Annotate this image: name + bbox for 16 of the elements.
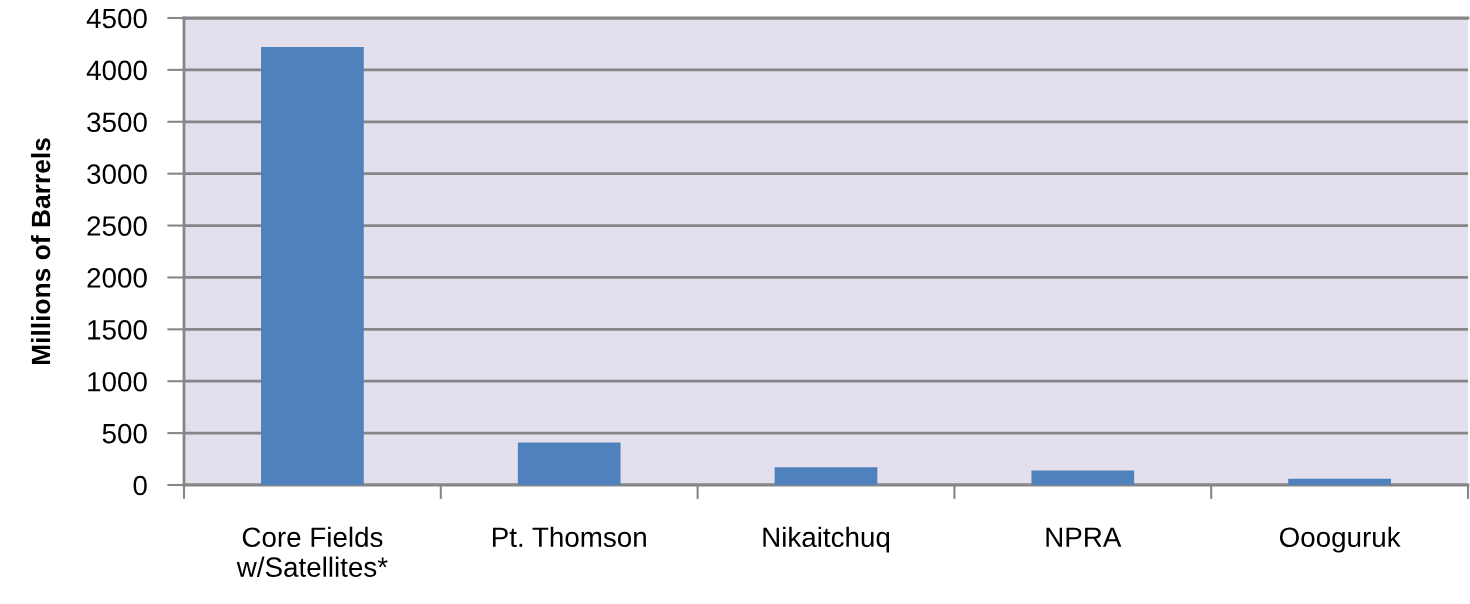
x-tick-label: Pt. Thomson [492, 526, 646, 548]
y-tick-label: 4000 [86, 60, 147, 81]
x-tick-label: Oooguruk [1279, 526, 1401, 553]
y-tick-label: 500 [102, 423, 147, 444]
y-tick-label: 4500 [86, 8, 147, 29]
x-tick-label: Nikaitchuq [763, 526, 890, 553]
y-tick-label: 1500 [88, 320, 147, 340]
x-tick-label: Core Fields w/Satellites* [236, 526, 388, 577]
y-axis-title: Millions of Barrels [30, 138, 51, 365]
y-tick-label: 1000 [88, 371, 147, 392]
x-tick-label: NPRA [1046, 527, 1122, 547]
y-tick-label: 3000 [87, 164, 147, 185]
y-tick-label: 3500 [87, 112, 147, 133]
y-tick-label: 2000 [87, 268, 147, 288]
y-tick-label: 0 [133, 475, 147, 496]
y-tick-label: 2500 [87, 216, 147, 236]
